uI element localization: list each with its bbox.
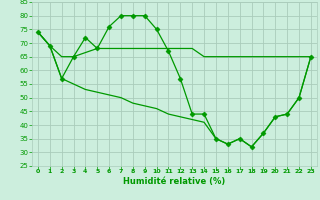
X-axis label: Humidité relative (%): Humidité relative (%) (123, 177, 226, 186)
